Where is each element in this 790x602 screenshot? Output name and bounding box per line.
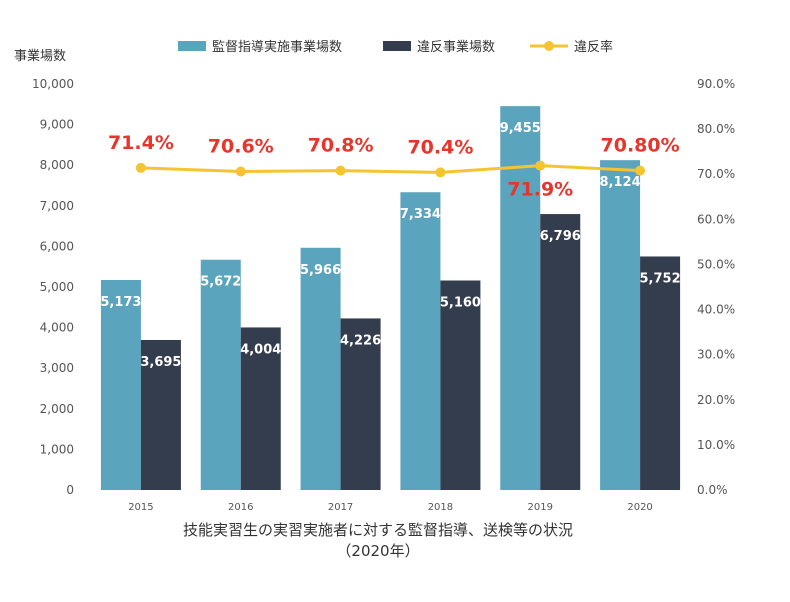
bar-label-violations: 5,752 [640, 271, 681, 286]
bar-violations [240, 327, 281, 490]
rate-label: 70.8% [308, 135, 374, 157]
y-tick-label: 4,000 [40, 321, 74, 335]
y-tick-label: 6,000 [40, 239, 74, 253]
x-tick-label: 2019 [528, 502, 553, 513]
legend-swatch-violations [383, 41, 411, 51]
y-tick-label: 5,000 [40, 280, 74, 294]
rate-label: 70.80% [601, 135, 680, 157]
y-axis-left: 0 1,000 2,000 3,000 4,000 5,000 6,000 7,000 8,00… [32, 77, 74, 497]
rate-line-series: 71.4% 70.6% 70.8% 70.4% 71.9% 70.80% [108, 132, 680, 201]
legend-label-inspections: 監督指導実施事業場数 [212, 39, 342, 55]
y2-tick-label: 70.0% [697, 167, 735, 181]
y2-tick-label: 60.0% [697, 212, 735, 226]
bar-label-violations: 5,160 [440, 296, 481, 311]
y-tick-label: 10,000 [32, 77, 74, 91]
y-tick-label: 0 [66, 483, 74, 497]
bar-label-inspections: 9,455 [500, 121, 541, 136]
rate-label: 70.6% [208, 136, 274, 158]
legend-swatch-inspections [178, 41, 206, 51]
x-tick-label: 2017 [328, 502, 353, 513]
y-tick-label: 2,000 [40, 402, 74, 416]
y-tick-label: 1,000 [40, 442, 74, 456]
x-tick-label: 2016 [228, 502, 253, 513]
rate-line [140, 164, 641, 174]
y2-tick-label: 50.0% [697, 257, 735, 271]
bar-label-inspections: 8,124 [600, 175, 641, 190]
bar-label-inspections: 5,173 [100, 295, 141, 310]
bar-label-inspections: 7,334 [400, 207, 441, 222]
rate-point [135, 162, 146, 173]
bar-violations [640, 256, 681, 490]
bar-label-violations: 4,226 [340, 333, 381, 348]
rate-point [235, 166, 246, 177]
bar-violations [140, 339, 181, 490]
legend-label-rate: 違反率 [574, 39, 613, 55]
y2-tick-label: 0.0% [697, 483, 728, 497]
legend-label-violations: 違反事業場数 [417, 39, 495, 55]
bar-label-violations: 6,796 [540, 229, 581, 244]
y-tick-label: 9,000 [40, 118, 74, 132]
x-tick-label: 2020 [627, 502, 652, 513]
bar-inspections [500, 106, 541, 490]
chart-caption-line1: 技能実習生の実習実施者に対する監督指導、送検等の状況 [183, 521, 573, 539]
rate-label: 71.4% [108, 132, 174, 154]
legend-swatch-rate-marker [544, 41, 554, 51]
bar-inspections [200, 259, 241, 490]
bar-inspections [100, 279, 141, 490]
bar-violations [440, 280, 481, 490]
y2-tick-label: 90.0% [697, 77, 735, 91]
y-tick-label: 3,000 [40, 361, 74, 375]
rate-point [535, 160, 546, 171]
y2-tick-label: 10.0% [697, 438, 735, 452]
y2-tick-label: 20.0% [697, 393, 735, 407]
y2-tick-label: 40.0% [697, 303, 735, 317]
chart-caption-line2: （2020年） [336, 542, 419, 560]
y-axis-right: 0.0% 10.0% 20.0% 30.0% 40.0% 50.0% 60.0% 70.0% 8… [697, 77, 735, 497]
x-tick-label: 2018 [428, 502, 453, 513]
rate-label: 70.4% [407, 136, 473, 158]
bar-violations [540, 214, 581, 490]
bar-label-inspections: 5,966 [300, 263, 341, 278]
y-tick-label: 7,000 [40, 199, 74, 213]
y2-tick-label: 30.0% [697, 348, 735, 362]
bar-series: 5,173 3,695 5,672 4,004 5,966 4,226 7,334 5,160… [100, 106, 681, 491]
bar-inspections [300, 247, 341, 490]
y2-tick-label: 80.0% [697, 122, 735, 136]
bar-label-inspections: 5,672 [200, 275, 241, 290]
bar-inspections [400, 192, 441, 490]
bar-label-violations: 4,004 [240, 342, 281, 357]
y-axis-title: 事業場数 [14, 48, 66, 64]
bar-label-violations: 3,695 [140, 355, 181, 370]
rate-point [635, 165, 646, 176]
rate-point [435, 167, 446, 178]
x-tick-label: 2015 [128, 502, 153, 513]
rate-label: 71.9% [507, 179, 573, 201]
y-tick-label: 8,000 [40, 158, 74, 172]
x-axis: 2015 2016 2017 2018 2019 2020 [128, 502, 653, 513]
bar-violations [340, 318, 381, 490]
rate-point [335, 165, 346, 176]
legend: 監督指導実施事業場数 違反事業場数 違反率 [178, 39, 613, 55]
bar-inspections [600, 160, 641, 491]
